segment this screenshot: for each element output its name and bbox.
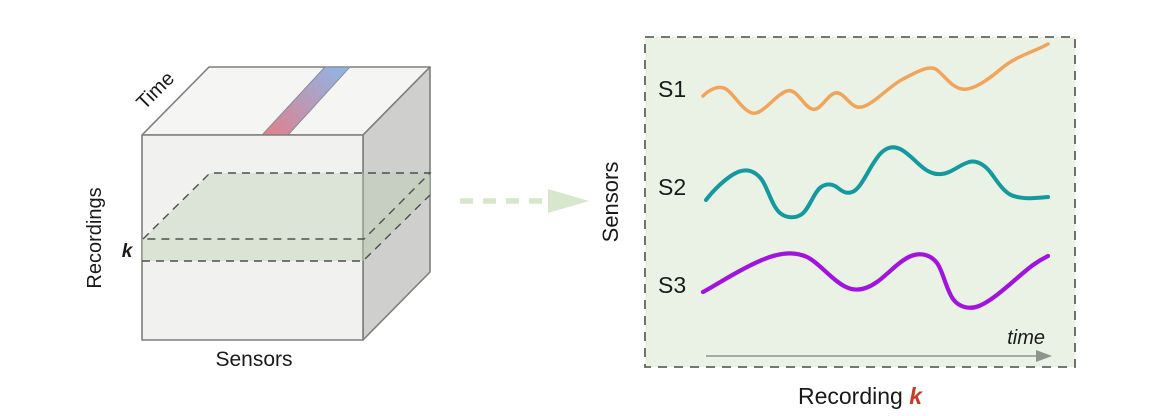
slice-top-face bbox=[143, 173, 430, 239]
cube-recordings-axis-label: Recordings bbox=[84, 187, 106, 288]
slice-extract-arrow-icon bbox=[460, 189, 589, 213]
series-label-s1: S1 bbox=[658, 76, 686, 102]
series-trace-s3 bbox=[700, 251, 1051, 310]
slice-top-dashed-outline bbox=[141, 172, 432, 240]
recording-panel: Sensors S1 S2 S3 time Recording k bbox=[598, 36, 1076, 409]
panel-recording-xlabel-prefix: Recording bbox=[798, 383, 909, 409]
series-label-s3: S3 bbox=[658, 272, 686, 298]
arrow-head bbox=[548, 189, 589, 213]
cube-slice-k bbox=[141, 172, 432, 262]
series-trace-s2 bbox=[704, 145, 1050, 220]
panel-recording-xlabel-k: k bbox=[909, 383, 923, 409]
panel-dashed-border bbox=[644, 36, 1076, 368]
slice-front-band bbox=[142, 239, 363, 261]
series-trace-s1 bbox=[701, 42, 1050, 115]
panel-background bbox=[645, 37, 1075, 367]
cube-slice-k-label: k bbox=[122, 241, 134, 262]
panel-recording-xlabel: Recording k bbox=[798, 383, 923, 409]
panel-time-axis-arrowhead bbox=[1036, 350, 1052, 362]
series-label-s2: S2 bbox=[658, 174, 686, 200]
data-cube: Time Recordings k Sensors bbox=[84, 66, 432, 371]
panel-sensors-ylabel: Sensors bbox=[598, 162, 623, 243]
slice-bottom-dashed-edge bbox=[142, 194, 431, 262]
cube-front-face bbox=[141, 134, 364, 341]
cube-sensors-axis-label: Sensors bbox=[215, 348, 292, 371]
panel-time-label: time bbox=[1007, 327, 1045, 349]
slice-right-band bbox=[363, 173, 430, 261]
